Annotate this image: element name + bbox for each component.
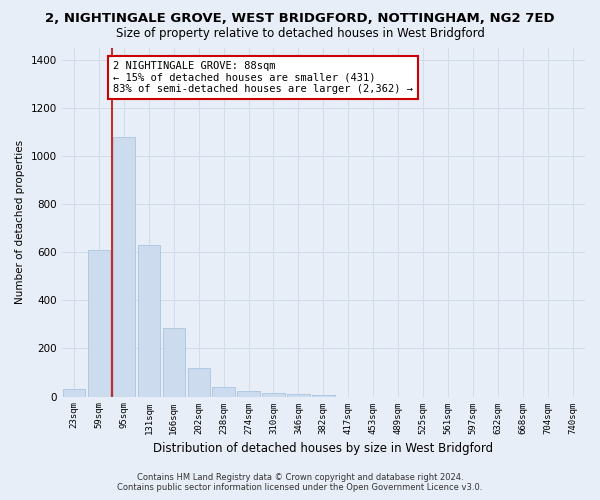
Bar — [63, 390, 85, 396]
Bar — [262, 393, 285, 396]
X-axis label: Distribution of detached houses by size in West Bridgford: Distribution of detached houses by size … — [153, 442, 493, 455]
Y-axis label: Number of detached properties: Number of detached properties — [15, 140, 25, 304]
Bar — [188, 368, 210, 396]
Bar — [113, 136, 135, 396]
Bar — [137, 245, 160, 396]
Text: 2 NIGHTINGALE GROVE: 88sqm
← 15% of detached houses are smaller (431)
83% of sem: 2 NIGHTINGALE GROVE: 88sqm ← 15% of deta… — [113, 60, 413, 94]
Text: Size of property relative to detached houses in West Bridgford: Size of property relative to detached ho… — [116, 28, 484, 40]
Bar — [88, 250, 110, 396]
Bar — [287, 394, 310, 396]
Text: Contains HM Land Registry data © Crown copyright and database right 2024.
Contai: Contains HM Land Registry data © Crown c… — [118, 473, 482, 492]
Bar — [238, 390, 260, 396]
Text: 2, NIGHTINGALE GROVE, WEST BRIDGFORD, NOTTINGHAM, NG2 7ED: 2, NIGHTINGALE GROVE, WEST BRIDGFORD, NO… — [45, 12, 555, 26]
Bar — [163, 328, 185, 396]
Bar — [212, 387, 235, 396]
